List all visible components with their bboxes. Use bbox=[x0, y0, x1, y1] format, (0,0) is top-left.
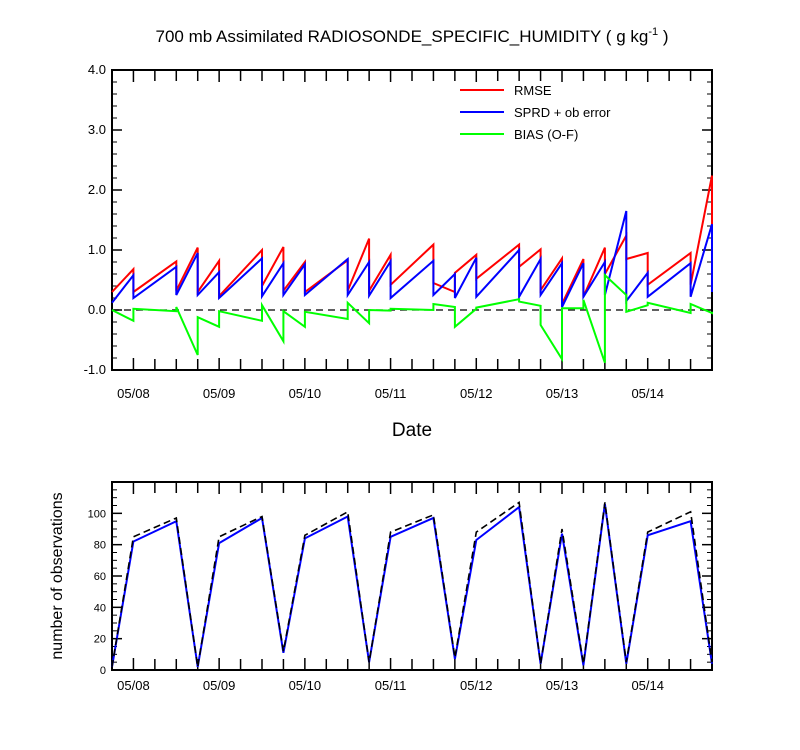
y-tick-label: 40 bbox=[94, 602, 106, 614]
chart-title-main: 700 mb Assimilated RADIOSONDE_SPECIFIC_H… bbox=[156, 27, 649, 46]
y-tick-label: 1.0 bbox=[88, 242, 106, 257]
x-tick-label: 05/14 bbox=[631, 678, 664, 693]
chart-title-exponent: -1 bbox=[648, 26, 658, 38]
x-tick-label: 05/13 bbox=[546, 678, 579, 693]
legend-label: SPRD + ob error bbox=[514, 105, 611, 120]
y-tick-label: 80 bbox=[94, 540, 106, 552]
x-tick-label: 05/14 bbox=[631, 386, 664, 401]
legend-label: RMSE bbox=[514, 83, 552, 98]
y-tick-label: 3.0 bbox=[88, 122, 106, 137]
y-tick-label: 20 bbox=[94, 634, 106, 646]
observation-count-chart: 0 20 40 60 80 100 05/08 05/09 05/10 05/11 05/12 05/… bbox=[88, 481, 713, 693]
x-tick-label: 05/11 bbox=[375, 386, 407, 401]
chart-title: 700 mb Assimilated RADIOSONDE_SPECIFIC_H… bbox=[156, 26, 669, 46]
error-statistics-chart: -1.0 0.0 1.0 2.0 3.0 4.0 05/08 05/09 05/10 05/11 0… bbox=[84, 62, 713, 401]
series-line-possible-observations bbox=[111, 500, 713, 668]
x-tick-label: 05/08 bbox=[117, 678, 150, 693]
legend-label: BIAS (O-F) bbox=[514, 127, 578, 142]
x-tick-label: 05/11 bbox=[375, 678, 407, 693]
x-tick-label: 05/13 bbox=[546, 386, 579, 401]
series-line-bias-o-f bbox=[111, 272, 713, 364]
x-axis-label: Date bbox=[392, 420, 432, 441]
x-tick-label: 05/09 bbox=[203, 386, 236, 401]
x-tick-label: 05/12 bbox=[460, 386, 493, 401]
y-tick-label: -1.0 bbox=[84, 362, 106, 377]
y-tick-label: 4.0 bbox=[88, 62, 106, 77]
x-tick-label: 05/10 bbox=[289, 678, 322, 693]
x-tick-label: 05/09 bbox=[203, 678, 236, 693]
x-tick-label: 05/12 bbox=[460, 678, 493, 693]
y-tick-label: 0.0 bbox=[88, 302, 106, 317]
x-tick-label: 05/10 bbox=[289, 386, 322, 401]
series-line-rmse bbox=[111, 175, 713, 305]
y-tick-label: 60 bbox=[94, 571, 106, 583]
series-line-sprd-ob-error bbox=[111, 210, 713, 308]
y-tick-label: 100 bbox=[88, 508, 106, 520]
x-tick-label: 05/08 bbox=[117, 386, 150, 401]
y-tick-label: 2.0 bbox=[88, 182, 106, 197]
plot-frame bbox=[111, 69, 713, 371]
y-tick-label: 0 bbox=[100, 665, 106, 677]
chart-title-end: ) bbox=[658, 27, 668, 46]
y-axis-label-observations: number of observations bbox=[49, 492, 66, 659]
